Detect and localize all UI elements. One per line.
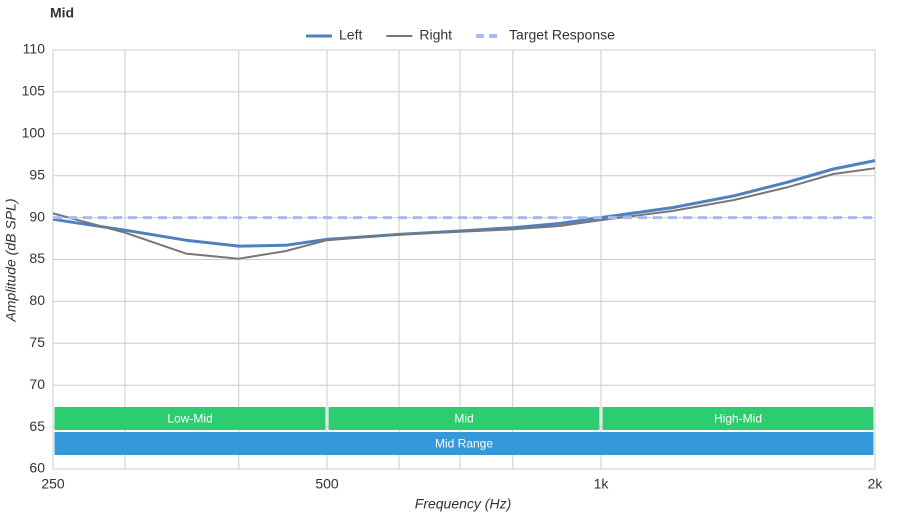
- series-line: [52, 167, 876, 260]
- y-tick-label: 65: [29, 418, 45, 434]
- y-tick-label: 100: [22, 125, 46, 141]
- y-tick-label: 70: [29, 376, 45, 392]
- x-axis-label: Frequency (Hz): [415, 496, 511, 512]
- legend-label: Left: [339, 27, 362, 43]
- y-tick-label: 105: [22, 83, 46, 99]
- y-tick-label: 80: [29, 292, 45, 308]
- range-band: [54, 432, 874, 455]
- x-tick-label: 250: [41, 476, 65, 492]
- x-tick-label: 500: [315, 476, 339, 492]
- y-tick-label: 60: [29, 460, 45, 476]
- range-band: [54, 407, 326, 430]
- range-band: [602, 407, 874, 430]
- legend-label: Right: [419, 27, 452, 43]
- y-tick-label: 85: [29, 250, 45, 266]
- x-tick-label: 1k: [594, 476, 610, 492]
- y-tick-label: 75: [29, 334, 45, 350]
- range-label: High-Mid: [714, 412, 762, 426]
- chart-title: Mid: [50, 5, 74, 21]
- series-line: [52, 159, 876, 248]
- range-label: Low-Mid: [167, 412, 212, 426]
- range-band: [328, 407, 600, 430]
- y-axis-label: Amplitude (dB SPL): [3, 199, 19, 323]
- range-label: Mid: [454, 412, 473, 426]
- legend-label: Target Response: [509, 27, 615, 43]
- y-tick-label: 90: [29, 208, 45, 224]
- y-tick-label: 95: [29, 166, 45, 182]
- y-tick-label: 110: [23, 41, 46, 57]
- range-label: Mid Range: [435, 437, 493, 451]
- x-tick-label: 2k: [868, 476, 884, 492]
